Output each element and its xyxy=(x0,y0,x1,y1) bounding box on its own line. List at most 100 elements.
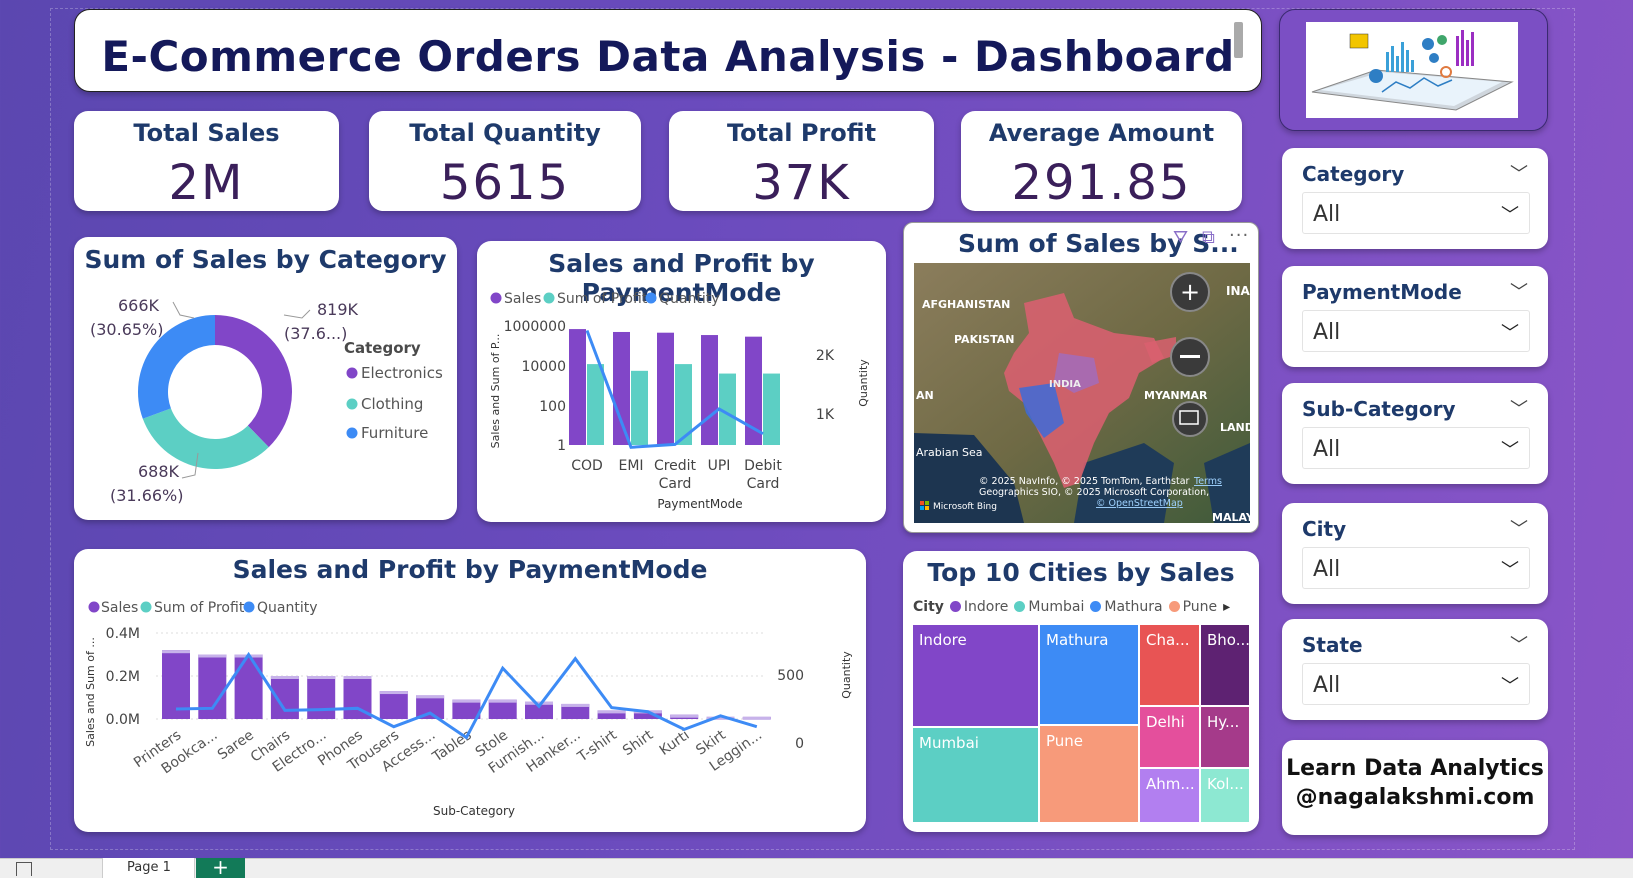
bar-profit[interactable] xyxy=(561,703,590,707)
scrollbar[interactable] xyxy=(1234,22,1243,58)
legend-item[interactable]: Mumbai xyxy=(1014,599,1084,615)
bar-sales[interactable] xyxy=(745,336,762,445)
treemap-label: Pune xyxy=(1046,732,1084,750)
bar-profit[interactable] xyxy=(343,676,372,679)
more-options-icon[interactable]: ··· xyxy=(1229,225,1250,246)
legend-next-icon[interactable]: ▸ xyxy=(1223,599,1231,615)
legend-item[interactable]: Pune xyxy=(1168,599,1217,615)
select-area-button[interactable] xyxy=(1172,401,1208,437)
bar-profit[interactable] xyxy=(198,654,227,658)
treemap-cell[interactable]: Delhi xyxy=(1140,707,1199,767)
bar-profit[interactable] xyxy=(670,714,699,718)
payment-mode-chart[interactable]: Sales and Profit by PaymentMode Sales Su… xyxy=(477,241,886,522)
treemap-cell[interactable]: Indore xyxy=(913,625,1038,726)
bar-sales[interactable] xyxy=(597,710,626,719)
slicer-subcategory[interactable]: Sub-Category ﹀ All ﹀ xyxy=(1282,383,1548,484)
slicer-paymentmode[interactable]: PaymentMode ﹀ All ﹀ xyxy=(1282,266,1548,367)
bar-profit[interactable] xyxy=(763,373,780,445)
legend-item[interactable]: Quantity xyxy=(257,600,318,616)
x-tick: Card xyxy=(659,476,692,492)
bar-profit[interactable] xyxy=(675,364,692,445)
bar-sales[interactable] xyxy=(307,676,336,719)
subcategory-chart[interactable]: Sales and Profit by PaymentMode Sales Su… xyxy=(74,549,866,832)
focus-mode-icon[interactable]: ⧉ xyxy=(1202,227,1215,248)
zoom-in-button[interactable]: + xyxy=(1170,272,1210,312)
add-page-button[interactable]: + xyxy=(196,857,245,878)
title-banner: E-Commerce Orders Data Analysis - Dashbo… xyxy=(74,9,1262,92)
chevron-down-icon[interactable]: ﹀ xyxy=(1510,635,1528,656)
bar-sales[interactable] xyxy=(701,335,718,445)
legend-item[interactable]: Indore xyxy=(949,599,1008,615)
y2-axis-label: Quantity xyxy=(857,359,870,407)
bar-profit[interactable] xyxy=(452,699,481,703)
treemap-cell[interactable]: Hy... xyxy=(1201,707,1249,767)
bar-profit[interactable] xyxy=(742,716,771,720)
filter-icon[interactable]: ⛛ xyxy=(1173,227,1189,248)
sales-by-category-chart[interactable]: Sum of Sales by Category 819K (37.6...) … xyxy=(74,237,457,520)
legend-item[interactable]: Clothing xyxy=(361,395,423,413)
kpi-value: 37K xyxy=(752,155,851,211)
tab-page-1[interactable]: Page 1 xyxy=(102,858,195,878)
bar-profit[interactable] xyxy=(597,710,626,714)
slicer-dropdown[interactable]: All ﹀ xyxy=(1302,427,1530,469)
legend-item[interactable]: Sum of Profit xyxy=(154,600,245,616)
treemap-cell[interactable]: Bho... xyxy=(1201,625,1249,705)
legend-item[interactable]: Sum of Profit xyxy=(557,291,648,307)
bar-profit[interactable] xyxy=(525,701,553,705)
treemap-cell[interactable]: Pune xyxy=(1040,726,1138,822)
bar-sales[interactable] xyxy=(633,710,662,719)
terms-link[interactable]: Terms xyxy=(1193,476,1222,487)
slicer-category[interactable]: Category ﹀ All ﹀ xyxy=(1282,148,1548,249)
treemap-cell[interactable]: Mathura xyxy=(1040,625,1138,724)
bar-profit[interactable] xyxy=(706,716,735,720)
bar-profit[interactable] xyxy=(270,676,299,679)
top-cities-treemap[interactable]: Top 10 Cities by Sales City Indore Mumba… xyxy=(903,551,1259,832)
chevron-down-icon[interactable]: ﹀ xyxy=(1510,399,1528,420)
donut-slice[interactable] xyxy=(142,408,269,469)
bar-profit[interactable] xyxy=(587,364,604,445)
legend-item[interactable]: Sales xyxy=(504,291,541,307)
bar-sales[interactable] xyxy=(416,695,445,719)
treemap-cell[interactable]: Ahm... xyxy=(1140,769,1199,822)
bar-profit[interactable] xyxy=(162,650,190,654)
legend-item[interactable]: Electronics xyxy=(361,364,443,382)
bar-sales[interactable] xyxy=(569,329,586,445)
donut-slice[interactable] xyxy=(215,315,292,448)
map-canvas[interactable]: AFGHANISTAN PAKISTAN INDIA MYANMAR Arabi… xyxy=(914,263,1250,523)
bar-sales[interactable] xyxy=(488,699,517,719)
slicer-state[interactable]: State ﹀ All ﹀ xyxy=(1282,619,1548,720)
slicer-dropdown[interactable]: All ﹀ xyxy=(1302,192,1530,234)
donut-slice[interactable] xyxy=(138,315,215,419)
bar-profit[interactable] xyxy=(416,695,445,699)
bar-profit[interactable] xyxy=(379,691,408,695)
treemap-cell[interactable]: Mumbai xyxy=(913,728,1038,822)
page-nav-icon[interactable] xyxy=(16,862,32,876)
chevron-down-icon[interactable]: ﹀ xyxy=(1510,519,1528,540)
osm-link[interactable]: © OpenStreetMap xyxy=(1096,498,1183,509)
treemap-cell[interactable]: Cha... xyxy=(1140,625,1199,705)
zoom-out-button[interactable] xyxy=(1170,337,1210,377)
bar-profit[interactable] xyxy=(719,373,736,445)
chevron-down-icon[interactable]: ﹀ xyxy=(1510,164,1528,185)
legend-item[interactable]: Furniture xyxy=(361,424,428,442)
legend-item[interactable]: Mathura xyxy=(1090,599,1163,615)
bar-sales[interactable] xyxy=(657,332,674,445)
bar-profit[interactable] xyxy=(307,676,336,679)
bar-profit[interactable] xyxy=(488,699,517,703)
bar-sales[interactable] xyxy=(525,701,553,719)
legend-item[interactable]: Sales xyxy=(101,600,138,616)
bar-sales[interactable] xyxy=(561,703,590,719)
bar-profit[interactable] xyxy=(631,370,648,445)
slicer-city[interactable]: City ﹀ All ﹀ xyxy=(1282,503,1548,604)
bar-sales[interactable] xyxy=(379,691,408,719)
slicer-dropdown[interactable]: All ﹀ xyxy=(1302,547,1530,589)
bar-sales[interactable] xyxy=(613,331,630,445)
slicer-dropdown[interactable]: All ﹀ xyxy=(1302,663,1530,705)
slicer-dropdown[interactable]: All ﹀ xyxy=(1302,310,1530,352)
sales-by-state-map[interactable]: Sum of Sales by S... ⛛ ⧉ ··· AFGHANISTAN… xyxy=(903,222,1259,533)
legend-item[interactable]: Quantity xyxy=(659,291,720,307)
treemap-cell[interactable]: Kol... xyxy=(1201,769,1249,822)
bar-sales[interactable] xyxy=(452,699,481,719)
bar-sales[interactable] xyxy=(234,654,263,720)
chevron-down-icon[interactable]: ﹀ xyxy=(1510,282,1528,303)
